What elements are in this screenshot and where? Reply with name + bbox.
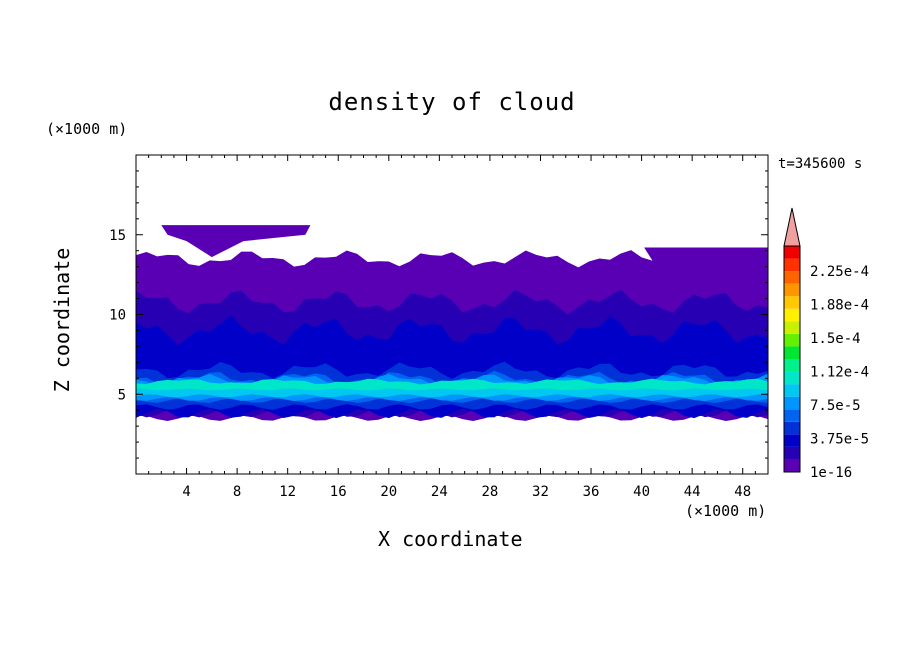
colorbar-swatch: [784, 308, 800, 322]
x-tick-label: 40: [633, 484, 650, 500]
colorbar-swatch: [784, 346, 800, 359]
colorbar-swatch: [784, 446, 800, 460]
x-tick-label: 20: [380, 484, 397, 500]
time-label: t=345600 s: [778, 156, 863, 172]
chart-title: density of cloud: [328, 88, 576, 116]
x-tick-label: 48: [734, 484, 751, 500]
colorbar-swatch: [784, 434, 800, 447]
density-fragment: [644, 247, 768, 307]
colorbar-label: 3.75e-5: [810, 432, 869, 448]
y-axis-unit: (×1000 m): [46, 120, 128, 138]
y-tick-label: 15: [109, 228, 126, 244]
colorbar-swatch: [784, 283, 800, 297]
colorbar-swatch: [784, 321, 800, 334]
x-tick-label: 36: [583, 484, 600, 500]
colorbar-swatch: [784, 271, 800, 284]
y-tick-label: 5: [118, 387, 126, 403]
x-tick-label: 44: [684, 484, 701, 500]
colorbar-frame: [783, 245, 801, 473]
colorbar-swatch: [784, 396, 800, 410]
colorbar-label: 1e-16: [810, 465, 852, 481]
x-axis-ticks: 4 8 12 16 20 24 28 32 36 40 44 48: [148, 155, 756, 500]
density-fragment: [161, 225, 311, 258]
y-tick-label: 10: [109, 308, 126, 324]
density-layer-8: [136, 378, 768, 391]
colorbar-swatch: [784, 409, 800, 422]
x-tick-label: 32: [532, 484, 549, 500]
colorbar-swatch: [784, 246, 800, 259]
colorbar-swatch: [784, 333, 800, 347]
colorbar-label: 1.88e-4: [810, 298, 869, 314]
cloud-density-field: [136, 225, 768, 421]
colorbar-label: 1.12e-4: [810, 365, 869, 381]
colorbar-swatch: [784, 459, 800, 472]
colorbar-swatch: [784, 359, 800, 372]
x-tick-label: 4: [182, 484, 190, 500]
x-tick-label: 16: [330, 484, 347, 500]
x-tick-label: 24: [431, 484, 448, 500]
y-axis-ticks: 5 10 15: [109, 170, 768, 459]
x-axis-unit: (×1000 m): [685, 502, 767, 520]
colorbar-label: 1.5e-4: [810, 331, 861, 347]
colorbar: 1e-16 3.75e-5 7.5e-5 1.12e-4 1.5e-4 1.88e-4 2.…: [783, 207, 869, 481]
colorbar-swatch: [784, 296, 800, 309]
x-tick-label: 28: [481, 484, 498, 500]
x-tick-label: 12: [279, 484, 296, 500]
colorbar-label: 7.5e-5: [810, 398, 861, 414]
colorbar-swatch: [784, 258, 800, 272]
colorbar-label: 2.25e-4: [810, 264, 869, 280]
x-tick-label: 8: [233, 484, 241, 500]
colorbar-swatch: [784, 384, 800, 397]
colorbar-over-arrow: [783, 207, 801, 247]
colorbar-swatch: [784, 421, 800, 435]
x-axis-label: X coordinate: [378, 527, 523, 551]
colorbar-swatch: [784, 371, 800, 385]
